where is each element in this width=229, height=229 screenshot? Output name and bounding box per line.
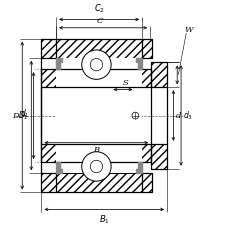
Polygon shape xyxy=(137,62,142,69)
Circle shape xyxy=(81,152,111,181)
Bar xyxy=(56,58,142,173)
Bar xyxy=(41,69,150,87)
Text: W: W xyxy=(183,26,192,34)
Polygon shape xyxy=(136,58,142,62)
Text: d: d xyxy=(175,112,180,120)
Text: D: D xyxy=(12,112,19,120)
Text: $D_1$: $D_1$ xyxy=(18,109,28,122)
Text: B: B xyxy=(93,146,99,154)
Bar xyxy=(41,144,150,162)
Polygon shape xyxy=(137,162,142,169)
Text: $C_2$: $C_2$ xyxy=(93,3,104,15)
Bar xyxy=(150,62,166,87)
Text: $d_1$: $d_1$ xyxy=(20,107,30,120)
Polygon shape xyxy=(56,169,62,173)
Bar xyxy=(41,39,152,58)
Bar xyxy=(150,144,166,169)
Bar xyxy=(41,173,152,192)
Circle shape xyxy=(90,160,102,173)
Text: $d_3$: $d_3$ xyxy=(183,109,192,122)
Circle shape xyxy=(90,58,102,71)
Polygon shape xyxy=(56,58,62,62)
Text: C: C xyxy=(96,17,102,25)
Polygon shape xyxy=(56,162,60,169)
Text: S: S xyxy=(122,79,128,87)
Circle shape xyxy=(81,50,111,79)
Polygon shape xyxy=(136,169,142,173)
Text: $B_1$: $B_1$ xyxy=(98,213,109,226)
Polygon shape xyxy=(56,62,60,69)
